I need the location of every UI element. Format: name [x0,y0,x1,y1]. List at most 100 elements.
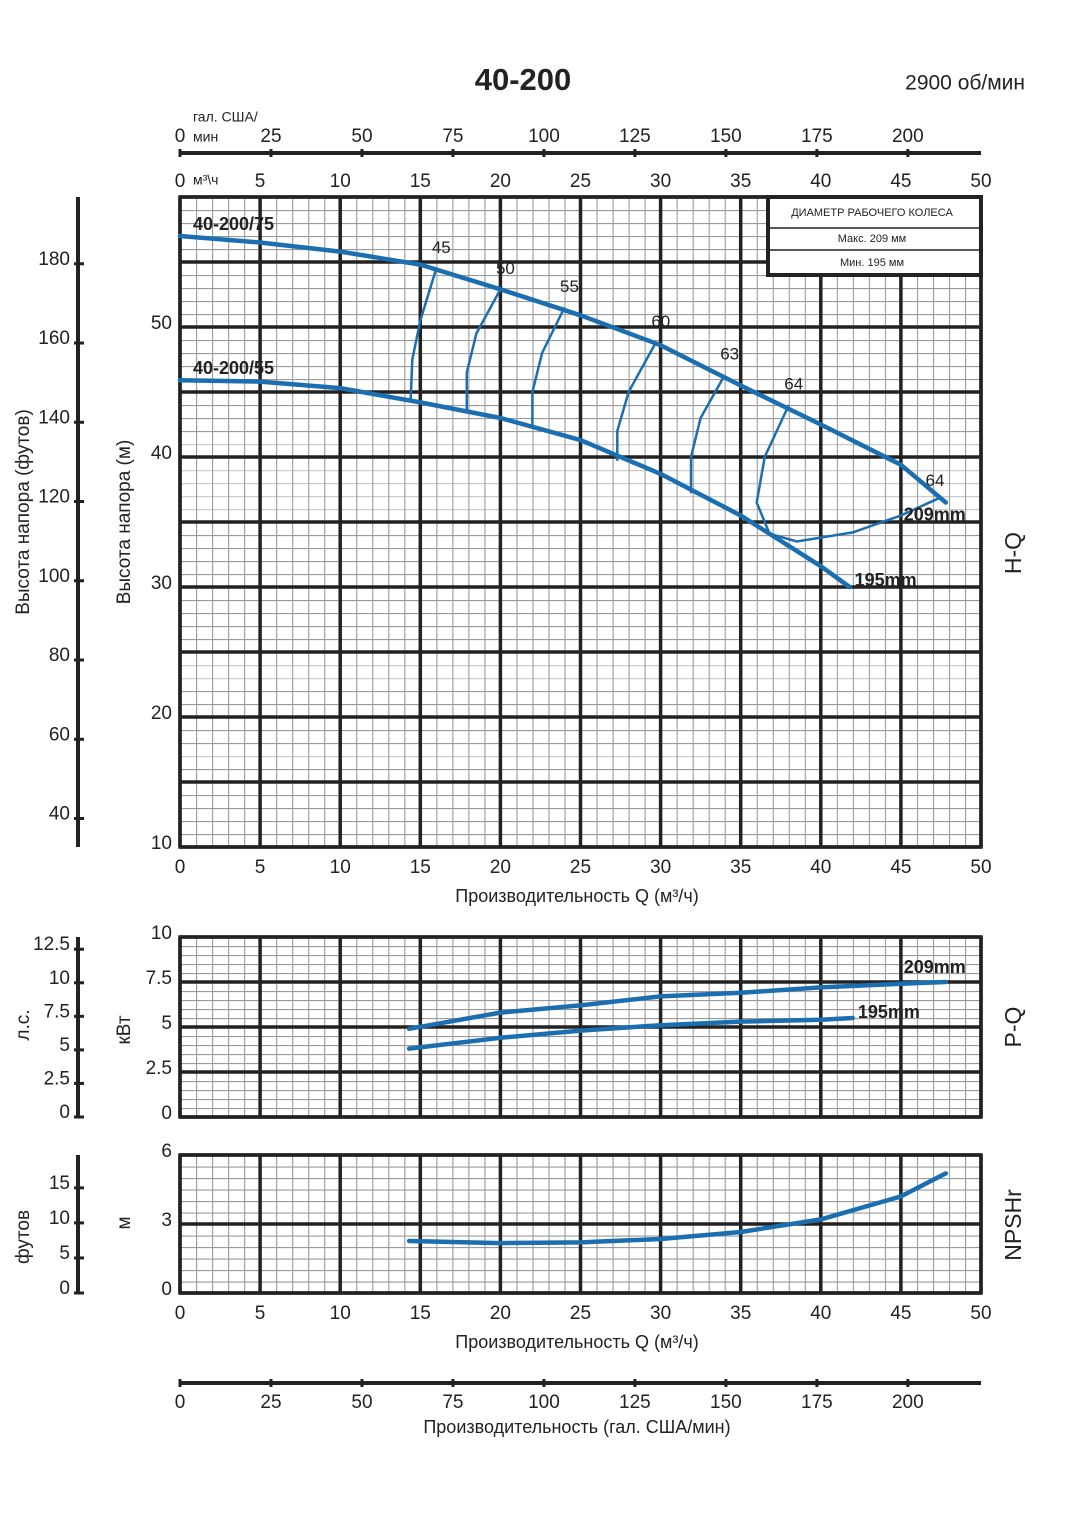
series-name: 40-200/75 [193,214,274,234]
legend-box [766,195,983,277]
y2-tick-label: 40 [49,804,70,825]
x-unit-label: м³\ч [193,172,218,188]
y2-tick-label: 60 [49,724,70,745]
x-tick-label: 50 [970,1303,991,1324]
efficiency-label: 45 [432,238,451,257]
chart-title: 40-200 [475,62,572,97]
chart-subtitle: 2900 об/мин [905,72,1025,95]
y-tick-label: 2.5 [146,1058,172,1079]
x-tick-label: 35 [730,857,751,878]
x2-axis-label: мин [193,129,218,145]
x2-tick-label: 150 [710,126,742,147]
y-tick-label: 5 [161,1013,172,1034]
efficiency-label: 60 [651,312,670,331]
y2-tick-label: 160 [38,328,70,349]
series-name: 40-200/55 [193,358,274,378]
x-tick-label: 15 [410,1303,431,1324]
y2-tick-label: 180 [38,249,70,270]
x-tick-label-top: 40 [810,171,831,192]
y2-tick-label: 0 [59,1278,70,1299]
series-line [406,1015,856,1051]
x-tick-label: 30 [650,857,671,878]
y2-tick-label: 0 [59,1102,70,1123]
efficiency-label: 63 [720,345,739,364]
series-line [406,1171,949,1246]
y2-tick-label: 120 [38,487,70,508]
y2-axis-label: Высота напора (футов) [13,409,34,615]
x2-tick-label: 50 [351,1392,372,1413]
x-tick-label-top: 5 [255,171,266,192]
series-end-label: 195mm [855,570,917,590]
y-tick-label: 7.5 [146,968,172,989]
y2-tick-label: 7.5 [44,1001,70,1022]
x2-axis-label: Производительность (гал. США/мин) [423,1417,730,1437]
y2-tick-label: 15 [49,1173,70,1194]
y-axis-label: кВт [114,1015,135,1044]
x-tick-label: 10 [330,1303,351,1324]
x-tick-label: 10 [330,857,351,878]
y-tick-label: 40 [151,443,172,464]
y2-tick-label: 2.5 [44,1068,70,1089]
x2-tick-label: 150 [710,1392,742,1413]
efficiency-label: 64 [784,374,803,393]
series-line [177,378,852,590]
x-tick-label: 20 [490,857,511,878]
series-end-label: 209mm [904,504,966,524]
x-tick-label: 40 [810,1303,831,1324]
x-tick-label: 40 [810,857,831,878]
y2-axis-label: л.с. [13,1009,34,1040]
side-label: P-Q [1000,1007,1026,1048]
series-name: 209mm [904,957,966,977]
y2-tick-label: 80 [49,645,70,666]
efficiency-label: 50 [496,259,515,278]
y2-tick-label: 10 [49,1208,70,1229]
x-tick-label: 25 [570,857,591,878]
x-tick-label-top: 20 [490,171,511,192]
x2-axis-label: гал. США/ [193,109,258,125]
side-label: NPSHr [1000,1189,1026,1261]
y2-tick-label: 12.5 [33,934,70,955]
efficiency-curve [689,374,726,494]
x-tick-label-top: 50 [970,171,991,192]
x-tick-label: 5 [255,857,266,878]
x-tick-label: 15 [410,857,431,878]
x-tick-label-top: 10 [330,171,351,192]
y-axis-label: м [114,1216,135,1229]
x2-tick-label: 50 [351,126,372,147]
x2-tick-label: 175 [801,126,833,147]
x-tick-label-top: 45 [890,171,911,192]
x-axis-label: Производительность Q (м³/ч) [455,1332,698,1352]
x2-tick-label: 200 [892,126,924,147]
y-tick-label: 10 [151,923,172,944]
x2-tick-label: 0 [175,1392,186,1413]
efficiency-curve [531,306,566,429]
y2-tick-label: 100 [38,566,70,587]
series-name: 195mm [858,1002,920,1022]
plot-frame [178,195,983,849]
efficiency-label: 64 [925,471,944,490]
series-line [406,979,949,1032]
x-axis-label: Производительность Q (м³/ч) [455,886,698,906]
efficiency-curve [409,268,438,399]
x2-tick-label: 200 [892,1392,924,1413]
x-tick-label: 50 [970,857,991,878]
legend-item: Макс. 209 мм [838,233,907,245]
efficiency-curve [755,404,942,543]
x-tick-label-top: 0 [175,171,186,192]
x2-tick-label: 75 [442,126,463,147]
y-tick-label: 3 [161,1210,172,1231]
y2-tick-label: 10 [49,968,70,989]
side-label: H-Q [1000,532,1026,574]
plot-frame [178,935,983,1119]
x-tick-label: 0 [175,857,186,878]
y-tick-label: 0 [161,1103,172,1124]
efficiency-curve [616,341,657,461]
y-tick-label: 6 [161,1141,172,1162]
x-tick-label: 45 [890,857,911,878]
legend-item: Мин. 195 мм [840,257,904,269]
y-tick-label: 10 [151,833,172,854]
efficiency-label: 55 [560,277,579,296]
y2-axis-label: футов [13,1210,34,1264]
legend-title: ДИАМЕТР РАБОЧЕГО КОЛЕСА [791,207,953,219]
